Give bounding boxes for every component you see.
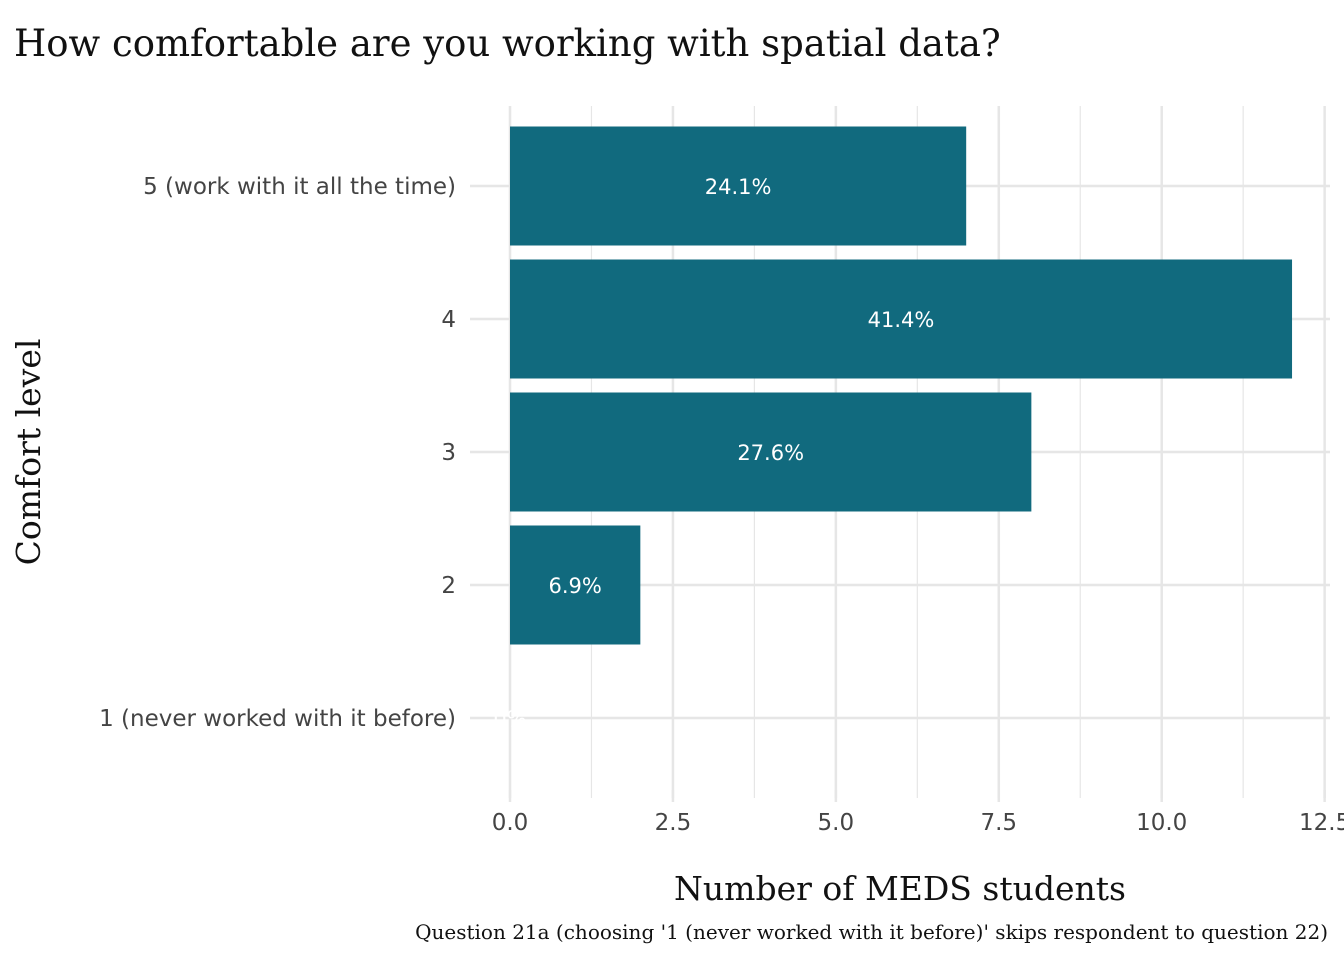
x-axis-title: Number of MEDS students (674, 869, 1126, 908)
bar (510, 525, 641, 645)
y-tick-label: 2 (441, 573, 456, 599)
x-tick-label: 10.0 (1136, 810, 1187, 836)
bar-data-label: 6.9% (548, 574, 601, 598)
bar-data-label: 0% (493, 707, 526, 731)
bar (510, 392, 1032, 512)
y-tick-label: 1 (never worked with it before) (99, 706, 456, 732)
x-tick-label: 2.5 (655, 810, 692, 836)
x-tick-label: 5.0 (818, 810, 855, 836)
x-tick-label: 12.5 (1299, 810, 1344, 836)
plot-area: 24.1% 41.4% 27.6% 6.9% 0% 5 (work with it all… (99, 106, 1344, 836)
y-axis-title: Comfort level (9, 339, 48, 566)
y-tick-label: 3 (441, 440, 456, 466)
y-tick-label: 4 (441, 307, 456, 333)
x-tick-label: 0.0 (492, 810, 529, 836)
bar-data-label: 27.6% (737, 441, 804, 465)
bar (510, 126, 967, 246)
bar-data-label: 41.4% (868, 308, 935, 332)
y-tick-label: 5 (work with it all the time) (143, 174, 456, 200)
bar-data-label: 24.1% (705, 175, 772, 199)
chart-title: How comfortable are you working with spa… (14, 22, 1001, 65)
x-tick-label: 7.5 (980, 810, 1017, 836)
chart-caption: Question 21a (choosing '1 (never worked … (415, 920, 1328, 944)
bar (510, 259, 1293, 379)
